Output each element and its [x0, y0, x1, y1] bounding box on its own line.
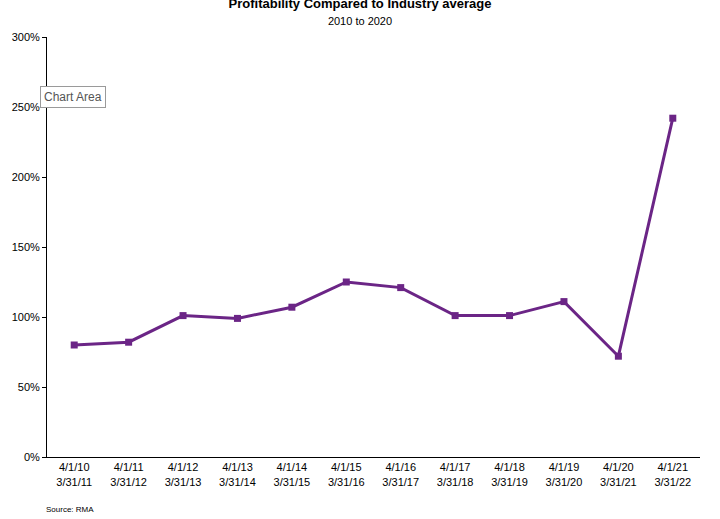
svg-text:150%: 150%	[12, 241, 40, 253]
svg-text:4/1/113/31/12: 4/1/113/31/12	[110, 461, 147, 487]
svg-text:4/1/193/31/20: 4/1/193/31/20	[546, 461, 583, 487]
svg-text:4/1/163/31/17: 4/1/163/31/17	[382, 461, 419, 487]
svg-text:4/1/153/31/16: 4/1/153/31/16	[328, 461, 365, 487]
svg-text:Source: RMA: Source: RMA	[46, 505, 94, 514]
svg-text:4/1/103/31/11: 4/1/103/31/11	[56, 461, 92, 487]
svg-text:50%: 50%	[18, 381, 40, 393]
svg-text:200%: 200%	[12, 171, 40, 183]
svg-text:Profitability Compared to Indu: Profitability Compared to Industry avera…	[229, 0, 492, 27]
svg-text:4/1/213/31/22: 4/1/213/31/22	[654, 461, 691, 487]
svg-text:300%: 300%	[12, 31, 40, 43]
svg-text:4/1/143/31/15: 4/1/143/31/15	[274, 461, 311, 487]
svg-text:250%: 250%	[12, 101, 40, 113]
svg-text:4/1/133/31/14: 4/1/133/31/14	[219, 461, 256, 487]
svg-text:4/1/183/31/19: 4/1/183/31/19	[491, 461, 528, 487]
svg-text:0%: 0%	[24, 451, 40, 463]
svg-text:4/1/173/31/18: 4/1/173/31/18	[437, 461, 474, 487]
svg-text:4/1/123/31/13: 4/1/123/31/13	[165, 461, 202, 487]
svg-text:Chart Area: Chart Area	[44, 90, 102, 104]
svg-text:4/1/203/31/21: 4/1/203/31/21	[600, 461, 637, 487]
svg-text:100%: 100%	[12, 311, 40, 323]
